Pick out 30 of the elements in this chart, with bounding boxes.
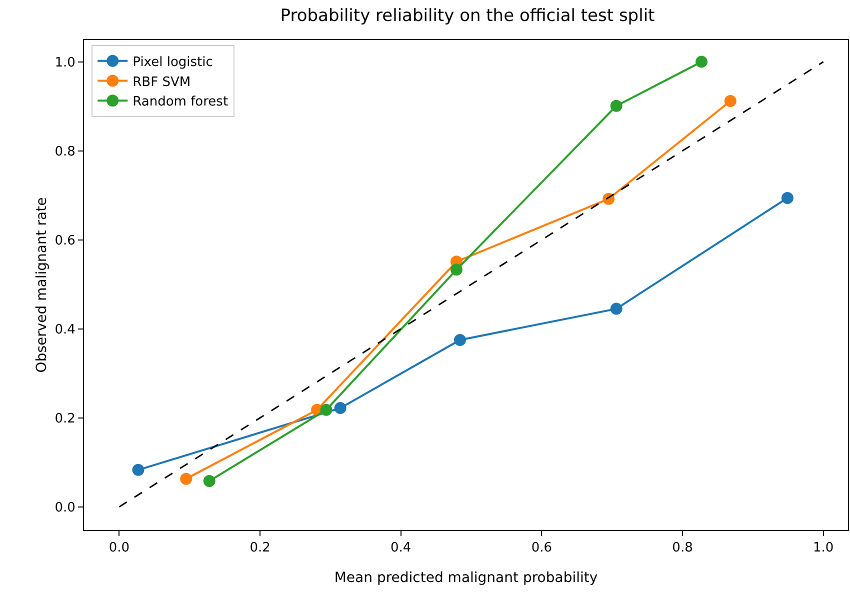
y-tick-label: 1.0 bbox=[54, 55, 76, 70]
y-tick-label: 0.0 bbox=[54, 500, 76, 516]
point bbox=[132, 464, 144, 476]
y-tick-label: 0.4 bbox=[54, 322, 76, 338]
point bbox=[450, 264, 462, 276]
point bbox=[454, 334, 466, 346]
x-tick-label: 0.4 bbox=[390, 540, 412, 556]
point bbox=[610, 100, 622, 112]
point bbox=[781, 192, 794, 204]
chart-title: Probability reliability on the official test split bbox=[280, 6, 656, 26]
point bbox=[203, 475, 216, 488]
legend-label: RBF SVM bbox=[132, 74, 191, 90]
point bbox=[320, 404, 332, 416]
y-tick-label: 0.6 bbox=[54, 233, 76, 248]
x-tick-label: 0.2 bbox=[250, 540, 270, 556]
x-axis-title: Mean predicted malignant probability bbox=[334, 570, 598, 586]
x-tick-label: 1.0 bbox=[813, 540, 834, 556]
point bbox=[180, 472, 192, 485]
y-tick-label: 0.8 bbox=[54, 144, 76, 160]
legend-label: Pixel logistic bbox=[132, 54, 213, 70]
y-tick-label: 0.2 bbox=[54, 411, 76, 426]
point bbox=[724, 94, 736, 107]
y-axis-title: Observed malignant rate bbox=[34, 197, 50, 373]
point bbox=[334, 402, 346, 414]
point bbox=[610, 302, 622, 315]
point bbox=[696, 56, 708, 68]
x-tick-label: 0.8 bbox=[672, 540, 693, 556]
legend-label: Random forest bbox=[132, 94, 228, 110]
x-tick-label: 0.6 bbox=[531, 540, 552, 556]
x-tick-label: 0.0 bbox=[108, 540, 130, 556]
